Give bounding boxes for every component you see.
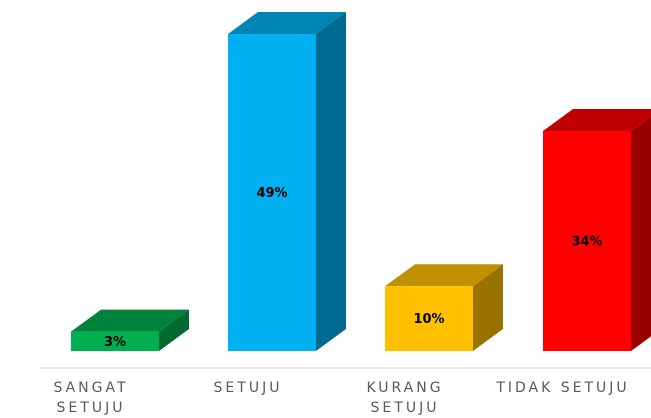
value-label: 34% — [571, 235, 602, 250]
bar-top — [543, 109, 651, 132]
bar-side — [316, 11, 346, 351]
bar-top — [385, 264, 503, 287]
bar-top — [228, 11, 346, 34]
bar-side — [159, 309, 189, 351]
bar — [543, 131, 631, 351]
x-tick-label: TIDAK SETUJU — [496, 380, 630, 396]
bar — [228, 33, 316, 351]
bar — [71, 331, 159, 351]
bar-side — [473, 264, 503, 351]
x-tick-label: SETUJU — [213, 380, 283, 396]
value-label: 3% — [104, 335, 126, 350]
value-label: 10% — [413, 312, 444, 327]
x-tick-label: SANGAT SETUJU — [53, 380, 129, 416]
bar — [385, 286, 473, 351]
value-label: 49% — [256, 186, 287, 201]
bar-top — [71, 309, 189, 332]
x-tick-label: KURANG SETUJU — [366, 380, 444, 416]
bar-side — [631, 116, 651, 351]
